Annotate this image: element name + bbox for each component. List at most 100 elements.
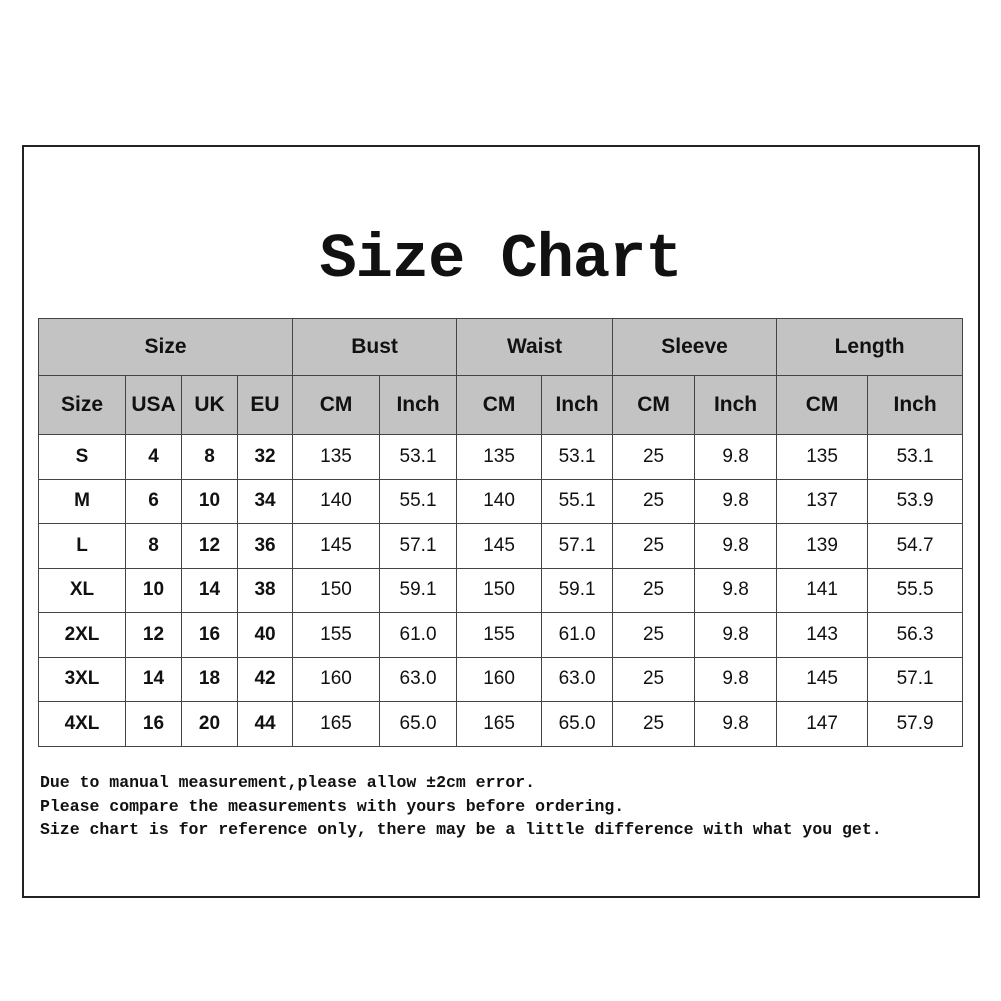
table-cell: 59.1 <box>541 567 614 613</box>
table-cell: M <box>38 478 126 524</box>
table-cell: 165 <box>292 701 381 747</box>
table-row: 3XL 14 18 42 160 63.0 160 63.0 25 9.8 145 57.1 <box>38 656 964 702</box>
table-cell: 160 <box>456 656 543 702</box>
table-cell: 38 <box>236 567 294 613</box>
table-cell: 135 <box>456 434 543 480</box>
column-header: Inch <box>379 375 458 435</box>
table-cell: 165 <box>456 701 543 747</box>
table-cell: 9.8 <box>694 656 778 702</box>
column-header: UK <box>181 375 238 435</box>
note-line: Please compare the measurements with you… <box>40 796 625 816</box>
column-header: CM <box>776 375 869 435</box>
table-cell: 9.8 <box>694 701 778 747</box>
table-cell: 25 <box>612 523 696 569</box>
table-cell: 65.0 <box>541 701 614 747</box>
group-header: Bust <box>292 318 458 376</box>
table-cell: 57.1 <box>867 656 964 702</box>
table-cell: 20 <box>181 701 238 747</box>
column-header: EU <box>236 375 294 435</box>
table-cell: 59.1 <box>379 567 458 613</box>
table-cell: 16 <box>181 612 238 658</box>
table-cell: S <box>38 434 126 480</box>
table-cell: 135 <box>776 434 869 480</box>
table-cell: XL <box>38 567 126 613</box>
table-cell: 57.1 <box>379 523 458 569</box>
table-cell: 9.8 <box>694 612 778 658</box>
table-row: 2XL 12 16 40 155 61.0 155 61.0 25 9.8 143 56.3 <box>38 612 964 658</box>
table-cell: 150 <box>456 567 543 613</box>
table-cell: 9.8 <box>694 567 778 613</box>
table-cell: 10 <box>181 478 238 524</box>
notes: Due to manual measurement,please allow ±… <box>40 771 882 842</box>
table-cell: 2XL <box>38 612 126 658</box>
table-row: L 8 12 36 145 57.1 145 57.1 25 9.8 139 54.7 <box>38 523 964 569</box>
table-cell: 160 <box>292 656 381 702</box>
table-cell: 6 <box>125 478 182 524</box>
table-cell: 155 <box>456 612 543 658</box>
table-cell: 65.0 <box>379 701 458 747</box>
table-cell: 9.8 <box>694 523 778 569</box>
table-cell: 16 <box>125 701 182 747</box>
table-cell: 55.1 <box>379 478 458 524</box>
table-cell: 57.9 <box>867 701 964 747</box>
group-header: Sleeve <box>612 318 778 376</box>
table-cell: 25 <box>612 612 696 658</box>
page-title: Size Chart <box>319 224 682 295</box>
table-cell: 14 <box>181 567 238 613</box>
table-cell: 139 <box>776 523 869 569</box>
table-cell: 53.1 <box>379 434 458 480</box>
table-cell: 25 <box>612 567 696 613</box>
table-cell: 140 <box>292 478 381 524</box>
table-cell: 137 <box>776 478 869 524</box>
table-cell: 53.9 <box>867 478 964 524</box>
group-header: Size <box>37 318 294 376</box>
table-cell: 61.0 <box>541 612 614 658</box>
table-cell: 54.7 <box>867 523 964 569</box>
column-header-row: Size USA UK EU CM Inch CM Inch CM Inch CM Inch <box>38 375 964 435</box>
column-header: Inch <box>694 375 778 435</box>
table-cell: 8 <box>181 434 238 480</box>
table-cell: 34 <box>236 478 294 524</box>
table-cell: 42 <box>236 656 294 702</box>
table-cell: 3XL <box>38 656 126 702</box>
table-cell: 32 <box>236 434 294 480</box>
group-header-row: Size Bust Waist Sleeve Length <box>37 318 964 376</box>
column-header: Size <box>38 375 126 435</box>
table-cell: 9.8 <box>694 434 778 480</box>
table-cell: 55.5 <box>867 567 964 613</box>
size-table: Size Bust Waist Sleeve Length Size USA UK E… <box>37 318 964 747</box>
column-header: Inch <box>867 375 964 435</box>
column-header: CM <box>292 375 381 435</box>
table-cell: 25 <box>612 656 696 702</box>
table-cell: 61.0 <box>379 612 458 658</box>
table-cell: 145 <box>292 523 381 569</box>
table-cell: 63.0 <box>541 656 614 702</box>
table-row: 4XL 16 20 44 165 65.0 165 65.0 25 9.8 147 57.9 <box>38 701 964 747</box>
column-header: CM <box>456 375 543 435</box>
table-cell: 44 <box>236 701 294 747</box>
table-cell: 53.1 <box>867 434 964 480</box>
table-cell: 14 <box>125 656 182 702</box>
table-row: S 4 8 32 135 53.1 135 53.1 25 9.8 135 53.1 <box>38 434 964 480</box>
table-cell: 25 <box>612 701 696 747</box>
table-cell: 145 <box>456 523 543 569</box>
note-line: Due to manual measurement,please allow ±… <box>40 773 536 792</box>
table-cell: 53.1 <box>541 434 614 480</box>
table-cell: 56.3 <box>867 612 964 658</box>
table-cell: 9.8 <box>694 478 778 524</box>
table-cell: 4XL <box>38 701 126 747</box>
table-cell: 140 <box>456 478 543 524</box>
chart-frame <box>22 145 980 898</box>
table-cell: 10 <box>125 567 182 613</box>
table-cell: 36 <box>236 523 294 569</box>
table-cell: 57.1 <box>541 523 614 569</box>
group-header: Waist <box>456 318 614 376</box>
table-cell: 155 <box>292 612 381 658</box>
table-cell: 18 <box>181 656 238 702</box>
table-cell: 12 <box>181 523 238 569</box>
table-cell: 150 <box>292 567 381 613</box>
column-header: USA <box>125 375 182 435</box>
table-cell: 143 <box>776 612 869 658</box>
table-cell: 25 <box>612 478 696 524</box>
note-line: Size chart is for reference only, there … <box>40 820 882 839</box>
